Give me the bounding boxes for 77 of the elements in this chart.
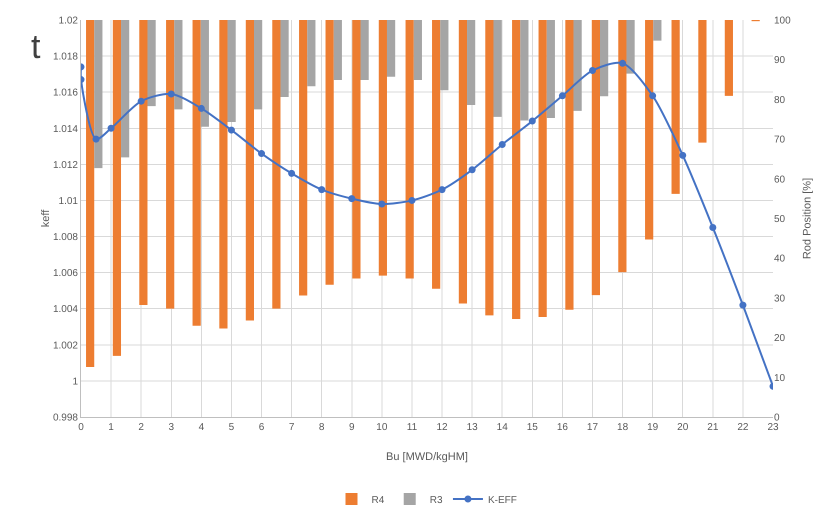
point xyxy=(709,224,716,232)
x-tick-label: 4 xyxy=(198,422,205,433)
point xyxy=(92,136,100,143)
y2-tick-label: 40 xyxy=(774,254,786,265)
x-tick-label: 0 xyxy=(78,422,84,433)
point xyxy=(198,104,205,112)
y-tick-label: 1.02 xyxy=(58,16,78,26)
point xyxy=(649,92,656,100)
y2-tick-label: 10 xyxy=(774,372,786,384)
legend-label: K-EFF xyxy=(488,494,517,506)
y2-tick-label: 50 xyxy=(774,214,786,225)
x-tick-label: 13 xyxy=(466,422,478,433)
point xyxy=(468,166,476,174)
point xyxy=(318,186,326,194)
point xyxy=(408,196,416,204)
point xyxy=(558,92,566,100)
y-tick-label: 1.016 xyxy=(52,88,78,99)
x-tick-label: 2 xyxy=(138,422,144,433)
point xyxy=(228,126,235,134)
point xyxy=(498,141,506,148)
x-tick-label: 21 xyxy=(707,422,719,433)
x-tick-label: 22 xyxy=(737,422,749,433)
y2-tick-label: 60 xyxy=(774,174,786,186)
y-tick-label: 1.002 xyxy=(52,340,78,352)
x-tick-label: 18 xyxy=(617,422,629,433)
point xyxy=(739,302,746,309)
y2-tick-label: 70 xyxy=(774,134,786,146)
x-tick-label: 17 xyxy=(586,422,598,433)
x-tick-label: 6 xyxy=(258,422,265,433)
point xyxy=(108,124,115,132)
point xyxy=(438,186,446,194)
legend-label: R3 xyxy=(430,494,443,506)
y2-axis-title: Rod Position [%] xyxy=(802,178,814,260)
point xyxy=(378,200,386,208)
y-tick-label: 1.004 xyxy=(52,304,78,316)
x-tick-label: 15 xyxy=(526,422,538,433)
legend-label: R4 xyxy=(372,494,385,506)
y-tick-label: 0.998 xyxy=(52,412,78,424)
x-tick-label: 19 xyxy=(647,422,659,433)
x-tick-label: 1 xyxy=(108,422,114,433)
y2-tick-label: 80 xyxy=(774,94,786,106)
x-tick-label: 12 xyxy=(436,422,448,433)
point xyxy=(348,195,356,202)
point xyxy=(168,90,175,98)
x-axis-title: Bu [MWD/kgHM] xyxy=(386,451,468,463)
y-tick-label: 1 xyxy=(72,376,78,388)
x-tick-label: 7 xyxy=(288,422,295,433)
text: t xyxy=(31,28,41,66)
point xyxy=(679,152,686,159)
y-axis-title: keff xyxy=(40,208,52,228)
y2-tick-label: 30 xyxy=(774,293,786,304)
x-tick-label: 10 xyxy=(376,422,388,433)
point xyxy=(258,150,266,158)
point xyxy=(288,170,296,177)
x-tick-label: 23 xyxy=(767,422,779,433)
y-tick-label: 1.008 xyxy=(52,232,78,244)
x-tick-label: 14 xyxy=(496,422,508,433)
point xyxy=(138,98,145,105)
x-tick-label: 20 xyxy=(677,422,689,433)
x-tick-label: 9 xyxy=(349,422,355,433)
point xyxy=(588,67,596,74)
x-tick-label: 3 xyxy=(168,422,174,433)
x-tick-label: 8 xyxy=(318,422,325,433)
y2-tick-label: 0 xyxy=(774,412,780,424)
x-tick-label: 5 xyxy=(228,422,235,433)
y-tick-label: 1.018 xyxy=(52,52,78,63)
y-tick-label: 1.014 xyxy=(52,124,78,135)
point xyxy=(528,118,536,125)
y-tick-label: 1.012 xyxy=(52,160,78,171)
y-tick-label: 1.006 xyxy=(52,268,78,280)
x-tick-label: 16 xyxy=(556,422,568,433)
y2-tick-label: 100 xyxy=(774,16,792,26)
point xyxy=(619,60,626,67)
y2-tick-label: 20 xyxy=(774,333,786,344)
y-tick-label: 1.01 xyxy=(58,196,78,207)
x-tick-label: 11 xyxy=(406,422,418,433)
y2-tick-label: 90 xyxy=(774,55,786,66)
